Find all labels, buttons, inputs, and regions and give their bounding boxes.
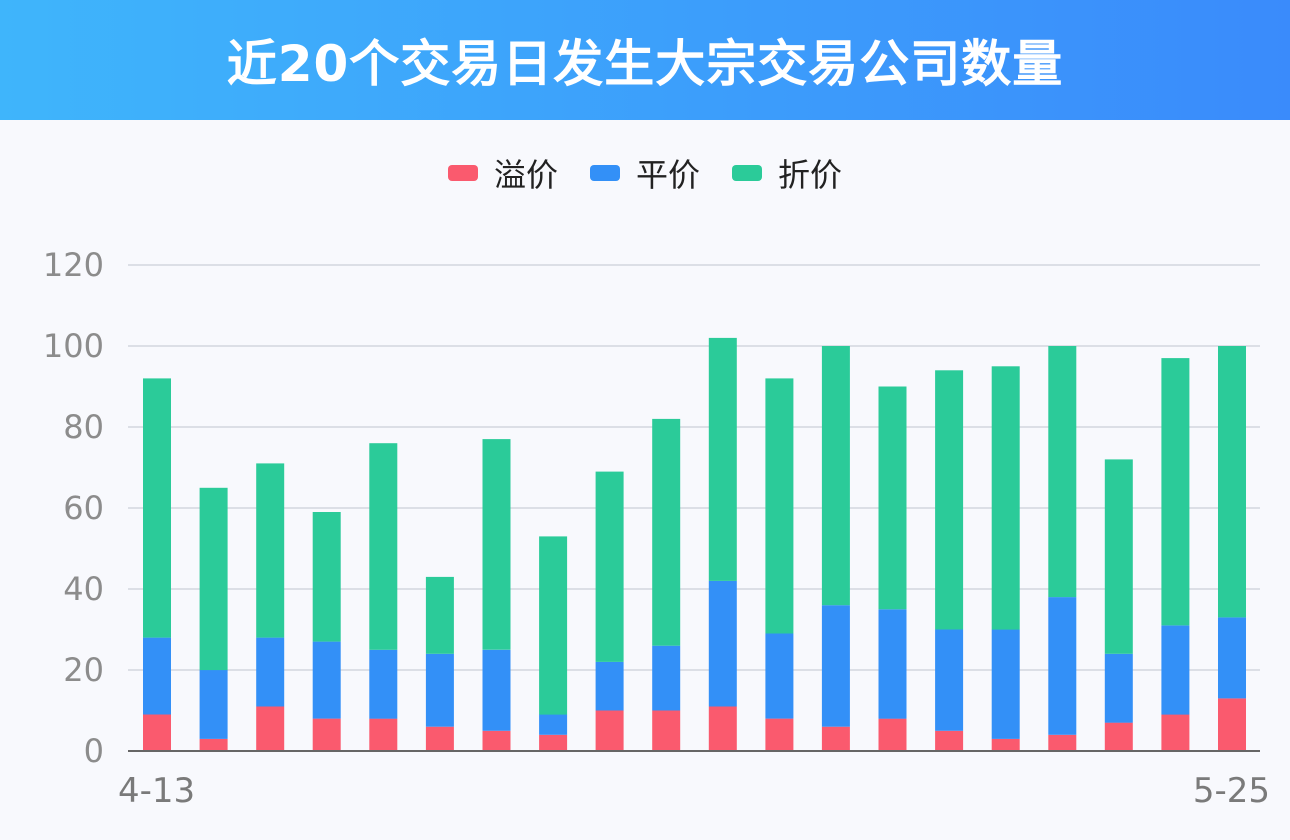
bar-segment-discount[interactable] — [595, 471, 624, 662]
page-title: 近20个交易日发生大宗交易公司数量 — [226, 35, 1064, 93]
bar-segment-discount[interactable] — [256, 463, 285, 638]
y-tick-label: 60 — [63, 489, 104, 527]
legend-item-discount[interactable]: 折价 — [732, 150, 842, 196]
y-axis-labels: 0 20 40 60 80 100 120 — [43, 246, 104, 770]
bar-segment-discount[interactable] — [425, 576, 454, 654]
bar-segment-discount[interactable] — [935, 370, 964, 630]
header-bar: 近20个交易日发生大宗交易公司数量 — [0, 0, 1290, 120]
bar-segment-par[interactable] — [1218, 617, 1246, 699]
bar-segment-discount[interactable] — [652, 418, 681, 646]
legend-swatch-discount — [732, 165, 762, 181]
y-tick-label: 100 — [43, 327, 104, 365]
bar-segment-par[interactable] — [143, 637, 171, 715]
bar-segment-discount[interactable] — [821, 346, 850, 606]
grid-lines — [128, 264, 1260, 671]
y-tick-label: 40 — [63, 570, 104, 608]
bar-segment-discount[interactable] — [1048, 346, 1077, 598]
bar-segment-premium[interactable] — [199, 738, 228, 751]
y-tick-label: 80 — [63, 408, 104, 446]
bar-segment-premium[interactable] — [935, 730, 964, 752]
x-tick-label-first: 4-13 — [118, 771, 195, 811]
bar-segment-premium[interactable] — [143, 714, 171, 752]
bar-segment-par[interactable] — [256, 637, 285, 707]
bar-segment-discount[interactable] — [1104, 459, 1133, 654]
bar-segment-par[interactable] — [482, 649, 511, 731]
bar-segment-par[interactable] — [1161, 625, 1190, 715]
bar-segment-premium[interactable] — [1161, 714, 1190, 752]
chart-legend: 溢价 平价 折价 — [0, 150, 1290, 196]
bar-segment-par[interactable] — [595, 661, 624, 711]
legend-swatch-premium — [447, 165, 478, 181]
bar-segment-par[interactable] — [425, 653, 454, 727]
bar-segment-discount[interactable] — [878, 386, 907, 610]
bar-segment-discount[interactable] — [143, 378, 171, 638]
bar-segment-premium[interactable] — [708, 706, 737, 752]
bar-segment-premium[interactable] — [652, 710, 681, 752]
bar-segment-premium[interactable] — [595, 710, 624, 752]
bar-segment-premium[interactable] — [256, 706, 285, 752]
bar-segment-premium[interactable] — [425, 726, 454, 751]
bar-segment-par[interactable] — [539, 714, 568, 735]
legend-swatch-par — [589, 165, 620, 181]
legend-label-premium: 溢价 — [493, 156, 558, 194]
bar-segment-discount[interactable] — [991, 366, 1020, 630]
bar-segment-par[interactable] — [312, 641, 341, 719]
bar-segment-par[interactable] — [199, 670, 228, 739]
bar-segment-premium[interactable] — [765, 718, 794, 751]
bar-segment-premium[interactable] — [991, 738, 1020, 751]
bar-segment-par[interactable] — [652, 645, 681, 711]
bar-segment-par[interactable] — [369, 649, 398, 719]
bar-segment-par[interactable] — [1104, 653, 1133, 723]
bar-segment-par[interactable] — [878, 609, 907, 719]
bar-segment-discount[interactable] — [1161, 358, 1190, 626]
y-tick-label: 120 — [43, 246, 104, 284]
bar-segment-par[interactable] — [991, 629, 1020, 739]
bar-segment-discount[interactable] — [539, 536, 568, 715]
bar-segment-premium[interactable] — [878, 718, 907, 751]
bar-segment-premium[interactable] — [821, 726, 850, 751]
y-tick-label: 20 — [63, 651, 104, 689]
legend-item-premium[interactable]: 溢价 — [447, 150, 558, 196]
legend-label-discount: 折价 — [778, 156, 843, 194]
legend-item-par[interactable]: 平价 — [589, 150, 700, 196]
bar-segment-premium[interactable] — [1218, 698, 1246, 751]
bar-segment-premium[interactable] — [312, 718, 341, 751]
bar-segment-premium[interactable] — [539, 734, 568, 751]
bar-series — [143, 337, 1246, 752]
bar-segment-par[interactable] — [821, 605, 850, 727]
bar-segment-premium[interactable] — [482, 730, 511, 752]
bar-segment-par[interactable] — [935, 629, 964, 731]
bar-segment-par[interactable] — [1048, 597, 1077, 735]
bar-segment-par[interactable] — [765, 633, 794, 719]
y-tick-label: 0 — [84, 732, 104, 770]
bar-segment-discount[interactable] — [765, 378, 794, 634]
bar-segment-discount[interactable] — [1218, 346, 1246, 618]
bar-segment-discount[interactable] — [369, 443, 398, 650]
bar-segment-discount[interactable] — [312, 512, 341, 642]
bar-segment-premium[interactable] — [1048, 734, 1077, 751]
legend-label-par: 平价 — [635, 156, 700, 194]
bar-segment-par[interactable] — [708, 580, 737, 707]
x-tick-label-last: 5-25 — [1193, 771, 1270, 811]
bar-segment-premium[interactable] — [1104, 722, 1133, 751]
bar-segment-discount[interactable] — [708, 337, 737, 581]
bar-segment-discount[interactable] — [199, 487, 228, 671]
bar-segment-premium[interactable] — [369, 718, 398, 751]
bar-segment-discount[interactable] — [482, 439, 511, 650]
